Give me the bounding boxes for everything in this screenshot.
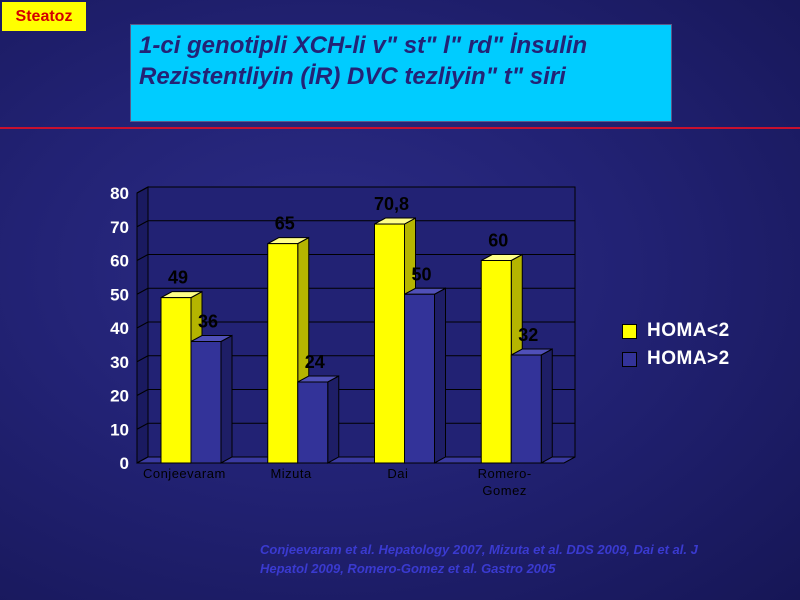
source-line-1: Conjeevaram et al. Hepatology 2007, Mizu… <box>260 542 698 557</box>
y-tick-label: 80 <box>110 184 129 203</box>
gridline-diagonal <box>136 186 149 194</box>
x-tick-label: Gomez <box>482 483 526 498</box>
data-label-homa-gt2-dai: 50 <box>411 264 431 284</box>
y-tick-label: 30 <box>110 353 129 372</box>
legend-swatch-homa-gt2 <box>622 351 637 367</box>
slide-title: 1-ci genotipli XCH-li v" st" l" rd" İnsu… <box>130 24 672 122</box>
data-label-homa-gt2-conjeevaram: 36 <box>198 312 218 332</box>
x-tick-label: Mizuta <box>270 466 312 481</box>
legend-item-homa-lt2: HOMA<2 <box>622 317 730 345</box>
legend-label-homa-gt2: HOMA>2 <box>647 348 730 369</box>
gridline-diagonal <box>136 389 149 396</box>
bar-homa-gt2-dai <box>404 293 435 464</box>
x-tick-label: Romero- <box>478 466 532 481</box>
y-tick-label: 20 <box>110 387 129 406</box>
gridline-diagonal <box>136 355 149 363</box>
x-tick-label: Dai <box>387 466 408 481</box>
y-tick-label: 0 <box>120 454 129 473</box>
chart-legend: HOMA<2 HOMA>2 <box>622 317 730 373</box>
data-label-homa-lt2-mizuta: 65 <box>275 214 295 234</box>
bar-homa-lt2-mizuta <box>267 243 299 464</box>
gridline-diagonal <box>136 220 149 228</box>
gridline-diagonal <box>136 287 149 295</box>
y-tick-label: 40 <box>110 319 129 338</box>
bar-side-homa-gt2-dai <box>434 287 446 464</box>
legend-item-homa-gt2: HOMA>2 <box>622 345 730 373</box>
bar-side-homa-gt2-conjeevaram <box>220 334 233 464</box>
gridline-diagonal <box>136 422 149 430</box>
x-tick-label: Conjeevaram <box>143 466 226 481</box>
legend-swatch-homa-lt2 <box>622 323 637 339</box>
bar-side-homa-gt2-romero-gomez <box>540 348 553 464</box>
bar-homa-gt2-conjeevaram <box>190 341 222 464</box>
data-label-homa-lt2-dai: 70,8 <box>374 194 409 214</box>
gridline-diagonal <box>136 321 149 329</box>
legend-label-homa-lt2: HOMA<2 <box>647 320 730 341</box>
data-label-homa-lt2-romero-gomez: 60 <box>488 231 508 251</box>
data-label-homa-lt2-conjeevaram: 49 <box>168 268 188 288</box>
bar-homa-lt2-romero-gomez <box>480 260 512 464</box>
data-label-homa-gt2-mizuta: 24 <box>305 352 325 372</box>
y-tick-label: 60 <box>110 252 129 271</box>
y-tick-label: 50 <box>110 285 129 304</box>
bar-side-homa-gt2-mizuta <box>327 375 340 464</box>
divider-line <box>0 127 800 129</box>
bar-homa-lt2-conjeevaram <box>160 297 192 464</box>
bar-homa-gt2-romero-gomez <box>510 354 542 464</box>
source-citation: Conjeevaram et al. Hepatology 2007, Mizu… <box>260 540 800 578</box>
title-line-1: 1-ci genotipli XCH-li v" st" l" rd" İnsu… <box>139 32 588 59</box>
bar-homa-gt2-mizuta <box>297 381 329 464</box>
bar-homa-lt2-dai <box>374 223 405 464</box>
y-tick-label: 10 <box>110 420 129 439</box>
data-label-homa-gt2-romero-gomez: 32 <box>518 325 538 345</box>
slide-tag: Steatoz <box>2 2 86 31</box>
y-tick-label: 70 <box>110 218 129 237</box>
source-line-2: Hepatol 2009, Romero-Gomez et al. Gastro… <box>260 561 556 576</box>
gridline-diagonal <box>136 254 149 261</box>
title-line-2: Rezistentliyin (İR) DVC tezliyin" t" sir… <box>139 63 566 90</box>
